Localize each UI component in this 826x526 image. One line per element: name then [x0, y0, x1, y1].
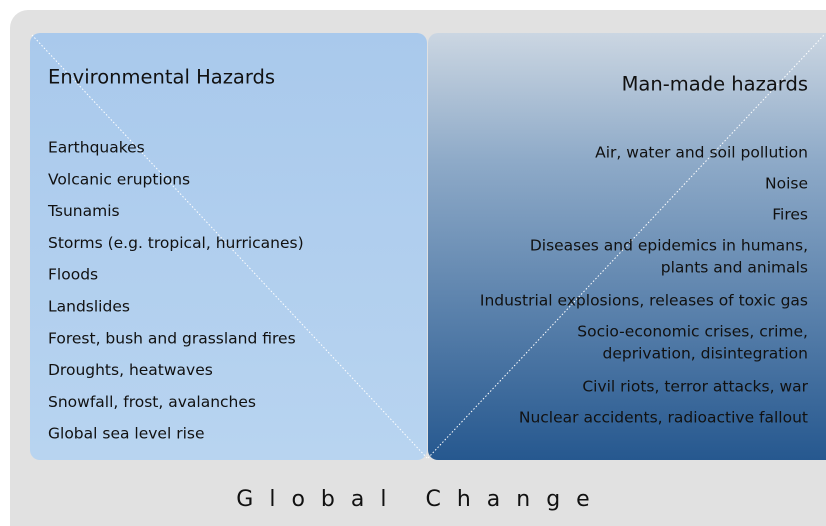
left-item: Floods [48, 266, 98, 284]
left-item: Tsunamis [47, 202, 120, 220]
left-panel [30, 33, 427, 460]
left-item: Global sea level rise [48, 425, 204, 443]
right-item: Fires [772, 206, 808, 224]
right-item: deprivation, disintegration [603, 345, 808, 363]
left-item: Storms (e.g. tropical, hurricanes) [48, 234, 304, 252]
footer: Global Change [236, 487, 605, 512]
left-item: Earthquakes [48, 139, 145, 157]
left-item: Droughts, heatwaves [48, 361, 213, 379]
left-item: Snowfall, frost, avalanches [48, 393, 256, 411]
right-item: Noise [765, 175, 808, 193]
left-item: Volcanic eruptions [48, 170, 190, 188]
right-title: Man-made hazards [622, 73, 808, 96]
right-item: Socio-economic crises, crime, [577, 323, 808, 341]
left-item: Forest, bush and grassland fires [48, 329, 296, 347]
right-item: Air, water and soil pollution [595, 144, 808, 162]
right-item: Nuclear accidents, radioactive fallout [519, 409, 808, 427]
right-panel [428, 33, 826, 460]
right-item: Industrial explosions, releases of toxic… [480, 292, 808, 310]
left-item: Landslides [48, 298, 130, 316]
left-title: Environmental Hazards [48, 66, 275, 89]
right-item: plants and animals [661, 259, 808, 277]
right-item: Diseases and epidemics in humans, [530, 237, 808, 255]
right-item: Civil riots, terror attacks, war [582, 378, 808, 396]
